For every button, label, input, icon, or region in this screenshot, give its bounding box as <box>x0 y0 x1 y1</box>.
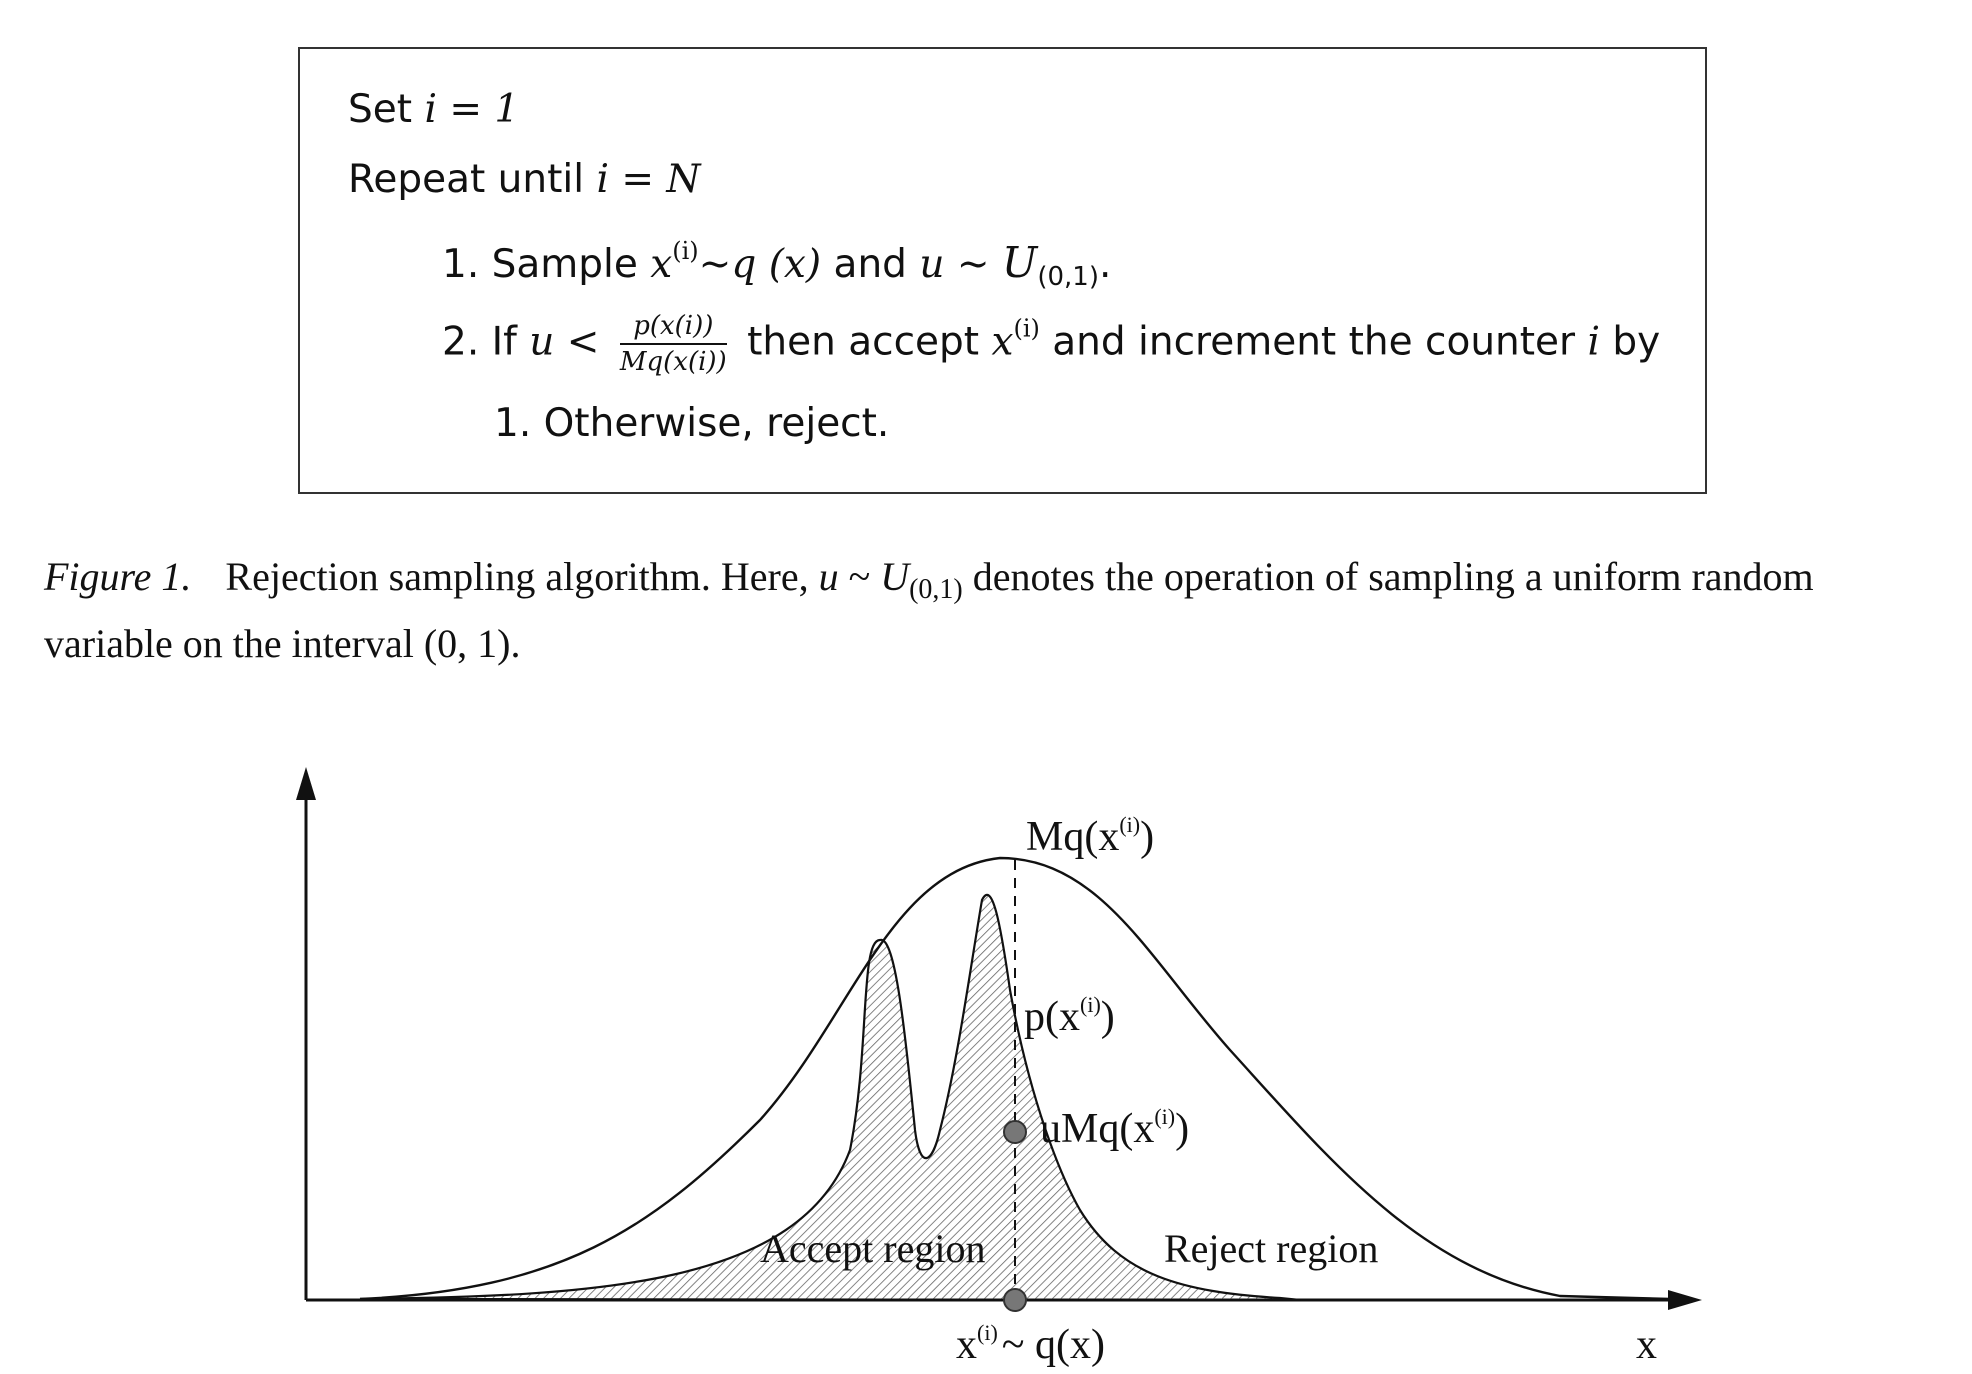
algo-line-repeat: Repeat until i = N <box>348 157 701 202</box>
envelope-curve <box>359 856 1671 1301</box>
umq-label: uMq(x(i)) <box>1040 1104 1189 1152</box>
algo-line-set: Set i = 1 <box>348 87 519 132</box>
step-2-if: If <box>491 319 517 365</box>
x-axis-label: x <box>1636 1322 1657 1368</box>
step-1-x: x <box>650 242 673 287</box>
set-label: Set <box>348 87 413 132</box>
sample-point <box>1003 1288 1027 1312</box>
caption-text-1: Rejection sampling algorithm. Here, <box>225 554 809 599</box>
figure-caption: Figure 1. Rejection sampling algorithm. H… <box>44 550 1964 671</box>
set-equation: i = 1 <box>424 87 520 132</box>
caption-uniform: U <box>880 554 910 599</box>
step-1-uniform: U <box>1001 238 1038 287</box>
fraction-numerator: p(x(i)) <box>619 311 727 345</box>
y-axis-arrow-icon <box>296 767 316 800</box>
x-axis-arrow-icon <box>1668 1290 1702 1310</box>
accept-region-label: Accept region <box>760 1226 985 1271</box>
step-1-and: and <box>833 242 907 287</box>
envelope-label: Mq(x(i)) <box>1026 812 1154 860</box>
sample-label: x(i)~ q(x) <box>956 1320 1105 1368</box>
step-1-x-sup: (i) <box>672 237 699 265</box>
caption-line-1: Figure 1. Rejection sampling algorithm. H… <box>44 550 1964 617</box>
step-1-u: u ~ <box>919 242 1002 287</box>
algo-step-1: 1. Sample x(i)~q (x) and u ~ U(0,1). <box>442 237 1111 292</box>
caption-line-2: variable on the interval (0, 1). <box>44 621 521 666</box>
step-1-uniform-sub: (0,1) <box>1037 262 1099 292</box>
step-2-then: then accept <box>747 319 980 365</box>
algo-step-2: 2. If u < p(x(i)) Mq(x(i)) then accept x… <box>442 311 1660 377</box>
caption-label: Figure 1. <box>44 554 192 599</box>
target-density-curve <box>359 893 1301 1302</box>
fraction-denominator: Mq(x(i)) <box>619 347 727 377</box>
repeat-label: Repeat until <box>348 157 585 202</box>
step-2-by: by <box>1612 319 1661 365</box>
step-2-condition: u < <box>529 319 600 365</box>
step-2-i: i <box>1587 319 1600 365</box>
step-1-dist: ~q (x) <box>698 242 822 287</box>
step-1-label: Sample <box>491 242 638 287</box>
algo-step-2-continuation: 1. Otherwise, reject. <box>494 401 889 446</box>
step-1-end: . <box>1098 242 1112 287</box>
step-2-fraction: p(x(i)) Mq(x(i)) <box>619 311 727 377</box>
umq-point <box>1003 1120 1027 1144</box>
step-2-otherwise: 1. Otherwise, reject. <box>494 401 890 446</box>
step-2-number: 2. <box>442 319 480 365</box>
step-2-rest: and increment the counter <box>1052 319 1576 365</box>
caption-u: u <box>818 554 839 599</box>
caption-uniform-sub: (0,1) <box>909 574 963 605</box>
caption-tilde: ~ <box>838 554 881 599</box>
step-2-x-sup: (i) <box>1013 314 1040 343</box>
algorithm-box: Set i = 1 Repeat until i = N 1. Sample x… <box>298 47 1707 494</box>
step-1-number: 1. <box>442 242 480 287</box>
caption-text-2: denotes the operation of sampling a unif… <box>962 554 1814 599</box>
reject-region-label: Reject region <box>1164 1226 1378 1271</box>
step-2-x: x <box>991 319 1014 365</box>
target-density-label: p(x(i)) <box>1024 992 1115 1040</box>
repeat-equation: i = N <box>596 157 701 202</box>
